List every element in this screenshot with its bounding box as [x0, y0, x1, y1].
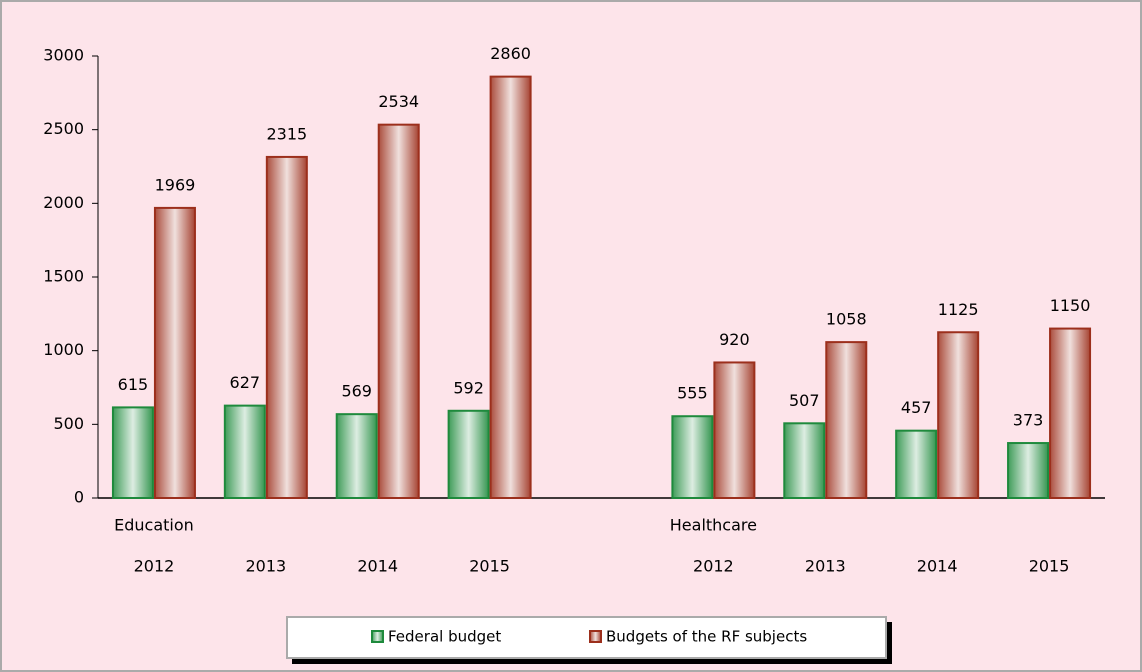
- data-label: 1125: [938, 300, 979, 319]
- y-tick-label: 0: [74, 488, 84, 507]
- x-tick-label: 2013: [245, 557, 286, 576]
- data-label: 592: [453, 378, 484, 397]
- bar: [937, 331, 980, 499]
- data-label: 569: [341, 382, 372, 401]
- bar: [489, 75, 532, 499]
- bar: [1007, 442, 1050, 500]
- data-label: 920: [719, 330, 750, 349]
- bar: [713, 361, 756, 499]
- y-tick-label: 2500: [43, 119, 84, 138]
- data-label: 2860: [490, 44, 531, 63]
- data-label: 373: [1013, 411, 1044, 430]
- bar: [783, 422, 826, 499]
- bar: [1049, 327, 1092, 500]
- y-tick-label: 500: [53, 414, 84, 433]
- data-label: 507: [789, 391, 820, 410]
- group-label: Education: [114, 516, 194, 535]
- bar: [447, 409, 490, 499]
- x-tick-label: 2015: [469, 557, 510, 576]
- x-tick-label: 2014: [917, 557, 958, 576]
- data-label: 2534: [378, 92, 419, 111]
- bar: [153, 206, 196, 499]
- legend-swatch: [589, 630, 602, 643]
- legend-swatch: [371, 630, 384, 643]
- x-tick-label: 2014: [357, 557, 398, 576]
- y-tick-label: 1500: [43, 267, 84, 286]
- bar: [895, 429, 938, 500]
- x-tick-label: 2013: [805, 557, 846, 576]
- x-tick-label: 2015: [1029, 557, 1070, 576]
- x-tick-label: 2012: [134, 557, 175, 576]
- y-tick-label: 1000: [43, 340, 84, 359]
- bar: [223, 404, 266, 500]
- bar: [265, 155, 308, 499]
- x-tick-label: 2012: [693, 557, 734, 576]
- data-label: 1058: [826, 310, 867, 329]
- y-tick-label: 3000: [43, 46, 84, 65]
- legend-label: Federal budget: [388, 628, 501, 646]
- bar: [671, 415, 714, 500]
- legend-box: [286, 616, 887, 659]
- bar: [335, 413, 378, 499]
- data-label: 555: [677, 384, 708, 403]
- bar: [825, 341, 868, 499]
- data-label: 627: [230, 373, 261, 392]
- bar: [111, 406, 154, 500]
- bar: [377, 123, 420, 499]
- data-label: 1150: [1050, 296, 1091, 315]
- group-label: Healthcare: [670, 516, 757, 535]
- data-label: 1969: [155, 175, 196, 194]
- data-label: 615: [118, 375, 149, 394]
- legend-label: Budgets of the RF subjects: [606, 628, 807, 646]
- data-label: 457: [901, 398, 932, 417]
- data-label: 2315: [266, 124, 307, 143]
- y-tick-label: 2000: [43, 193, 84, 212]
